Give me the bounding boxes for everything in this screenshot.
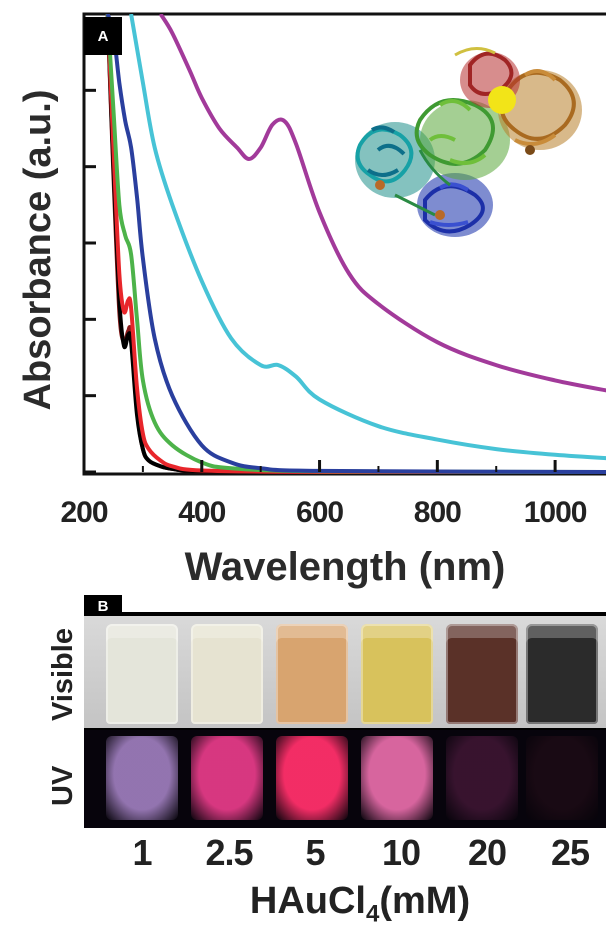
vial-photographs: [84, 612, 606, 828]
xtitle-sub: 4: [365, 900, 380, 928]
vial-uv-2: [191, 736, 263, 820]
series-line-5: [105, 14, 606, 474]
concentration-label-6: 25: [550, 832, 590, 873]
x-tick-labels: 200 400 600 800 1000: [60, 496, 587, 529]
vial-visible-3: [276, 624, 348, 724]
row-label-visible: Visible: [47, 628, 79, 721]
plot-area: 200 400 600 800 1000: [60, 12, 606, 529]
vial-uv-3: [276, 736, 348, 820]
x-tick-label-400: 400: [178, 496, 225, 529]
uv-light-row: [84, 730, 606, 828]
series-group: [105, 14, 606, 474]
protein-structure-icon: [355, 47, 582, 237]
vial-visible-4: [361, 624, 433, 724]
concentration-label-5: 20: [467, 832, 507, 873]
row-label-uv: UV: [47, 765, 79, 806]
x-tick-label-200: 200: [60, 496, 107, 529]
vial-visible-2: [191, 624, 263, 724]
series-line-7: [158, 14, 606, 393]
vial-uv-1: [106, 736, 178, 820]
xtitle-end: (mM): [379, 880, 471, 922]
vial-uv-4: [361, 736, 433, 820]
xtitle-main: HAuCl: [249, 880, 366, 922]
absorbance-chart: 200 400 600 800 1000 Absorbance (a.u.) Wavel…: [17, 12, 606, 589]
x-tick-label-1000: 1000: [524, 496, 587, 529]
x-ticks: [82, 460, 557, 472]
x-axis-title: Wavelength (nm): [185, 545, 506, 589]
panel-label-b: B: [84, 595, 122, 617]
series-line-6: [129, 14, 606, 461]
vial-visible-1: [106, 624, 178, 724]
visible-light-row: [84, 616, 606, 728]
concentration-label-2: 2.5: [205, 832, 253, 873]
vial-uv-6: [526, 736, 598, 820]
concentration-label-4: 10: [381, 832, 421, 873]
concentration-label-1: 1: [132, 832, 152, 873]
x-tick-label-600: 600: [296, 496, 343, 529]
x-tick-label-800: 800: [414, 496, 461, 529]
vial-uv-5: [446, 736, 518, 820]
vial-visible-5: [446, 624, 518, 724]
y-axis-title: Absorbance (a.u.): [17, 90, 59, 411]
panel-b-x-axis-title: HAuCl4(mM): [150, 880, 570, 929]
vial-visible-6: [526, 624, 598, 724]
y-ticks: [84, 12, 96, 474]
concentration-label-3: 5: [305, 832, 325, 873]
panel-label-a: A: [84, 17, 122, 55]
